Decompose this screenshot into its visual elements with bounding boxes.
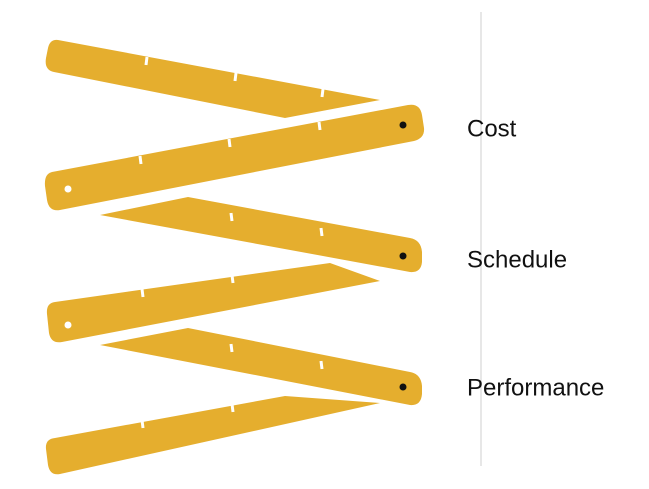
label: Schedule <box>467 246 567 273</box>
ruler-segment <box>100 197 422 273</box>
ruler-segment <box>45 39 381 118</box>
hinge-hole <box>64 321 72 329</box>
label: Performance <box>467 374 604 401</box>
ruler-segment <box>44 104 425 211</box>
bullet <box>399 252 407 260</box>
ruler-segment <box>46 263 381 343</box>
hinge-hole <box>64 185 72 193</box>
bullet <box>399 383 407 391</box>
label: Cost <box>467 115 517 142</box>
ruler-notches <box>138 56 325 429</box>
folding-ruler <box>44 39 425 475</box>
ruler-segment <box>45 396 381 475</box>
bullet <box>399 121 407 129</box>
ruler-segment <box>100 328 422 406</box>
